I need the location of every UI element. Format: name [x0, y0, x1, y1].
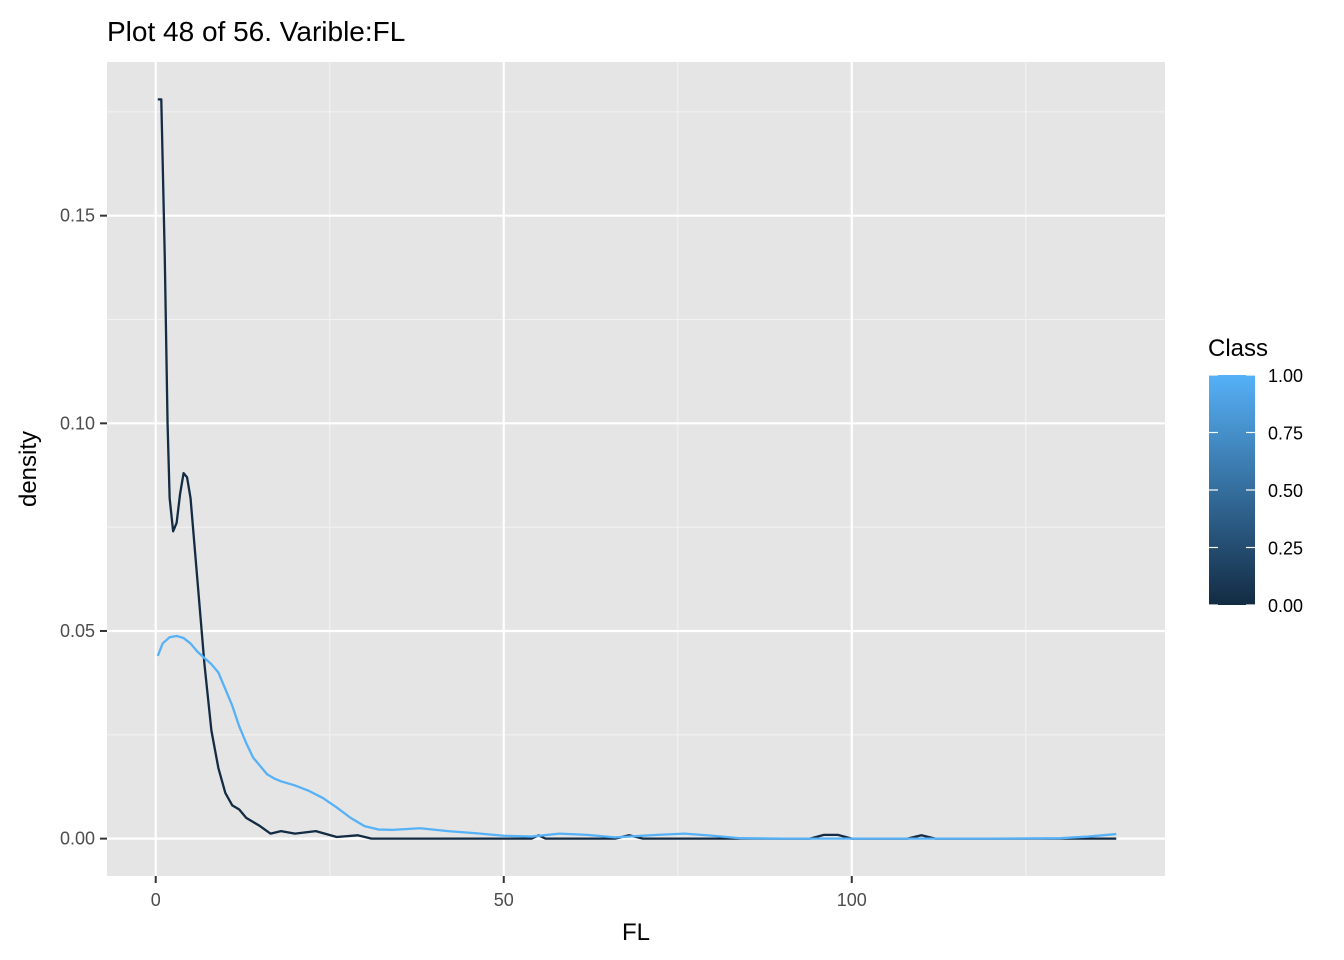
density-line-class-1 [156, 634, 1117, 840]
y-axis: 0.00 0.05 0.10 0.15 [60, 206, 107, 849]
major-gridlines [107, 62, 1165, 876]
legend-tick-label: 0.25 [1268, 539, 1303, 559]
x-tick-label: 100 [837, 890, 867, 910]
y-tick-label: 0.05 [60, 621, 95, 641]
legend-title: Class [1208, 335, 1268, 362]
legend: Class 0.00 0.25 0.50 0.75 1.00 [1208, 335, 1303, 616]
x-tick-label: 50 [494, 890, 514, 910]
chart-title: Plot 48 of 56. Varible:FL [107, 16, 405, 47]
x-tick-label: 0 [151, 890, 161, 910]
density-lines [156, 98, 1117, 840]
y-tick-label: 0.15 [60, 206, 95, 226]
legend-tick-label: 0.75 [1268, 424, 1303, 444]
y-tick-label: 0.10 [60, 413, 95, 433]
y-tick-label: 0.00 [60, 829, 95, 849]
legend-tick-label: 0.50 [1268, 481, 1303, 501]
y-axis-title: density [15, 431, 42, 507]
minor-gridlines [107, 62, 1165, 876]
legend-ticks: 0.00 0.25 0.50 0.75 1.00 [1209, 366, 1303, 616]
x-axis: 0 50 100 [151, 876, 867, 910]
x-axis-title: FL [622, 919, 650, 946]
plot-panel [107, 62, 1165, 876]
legend-tick-label: 0.00 [1268, 596, 1303, 616]
legend-tick-label: 1.00 [1268, 366, 1303, 386]
